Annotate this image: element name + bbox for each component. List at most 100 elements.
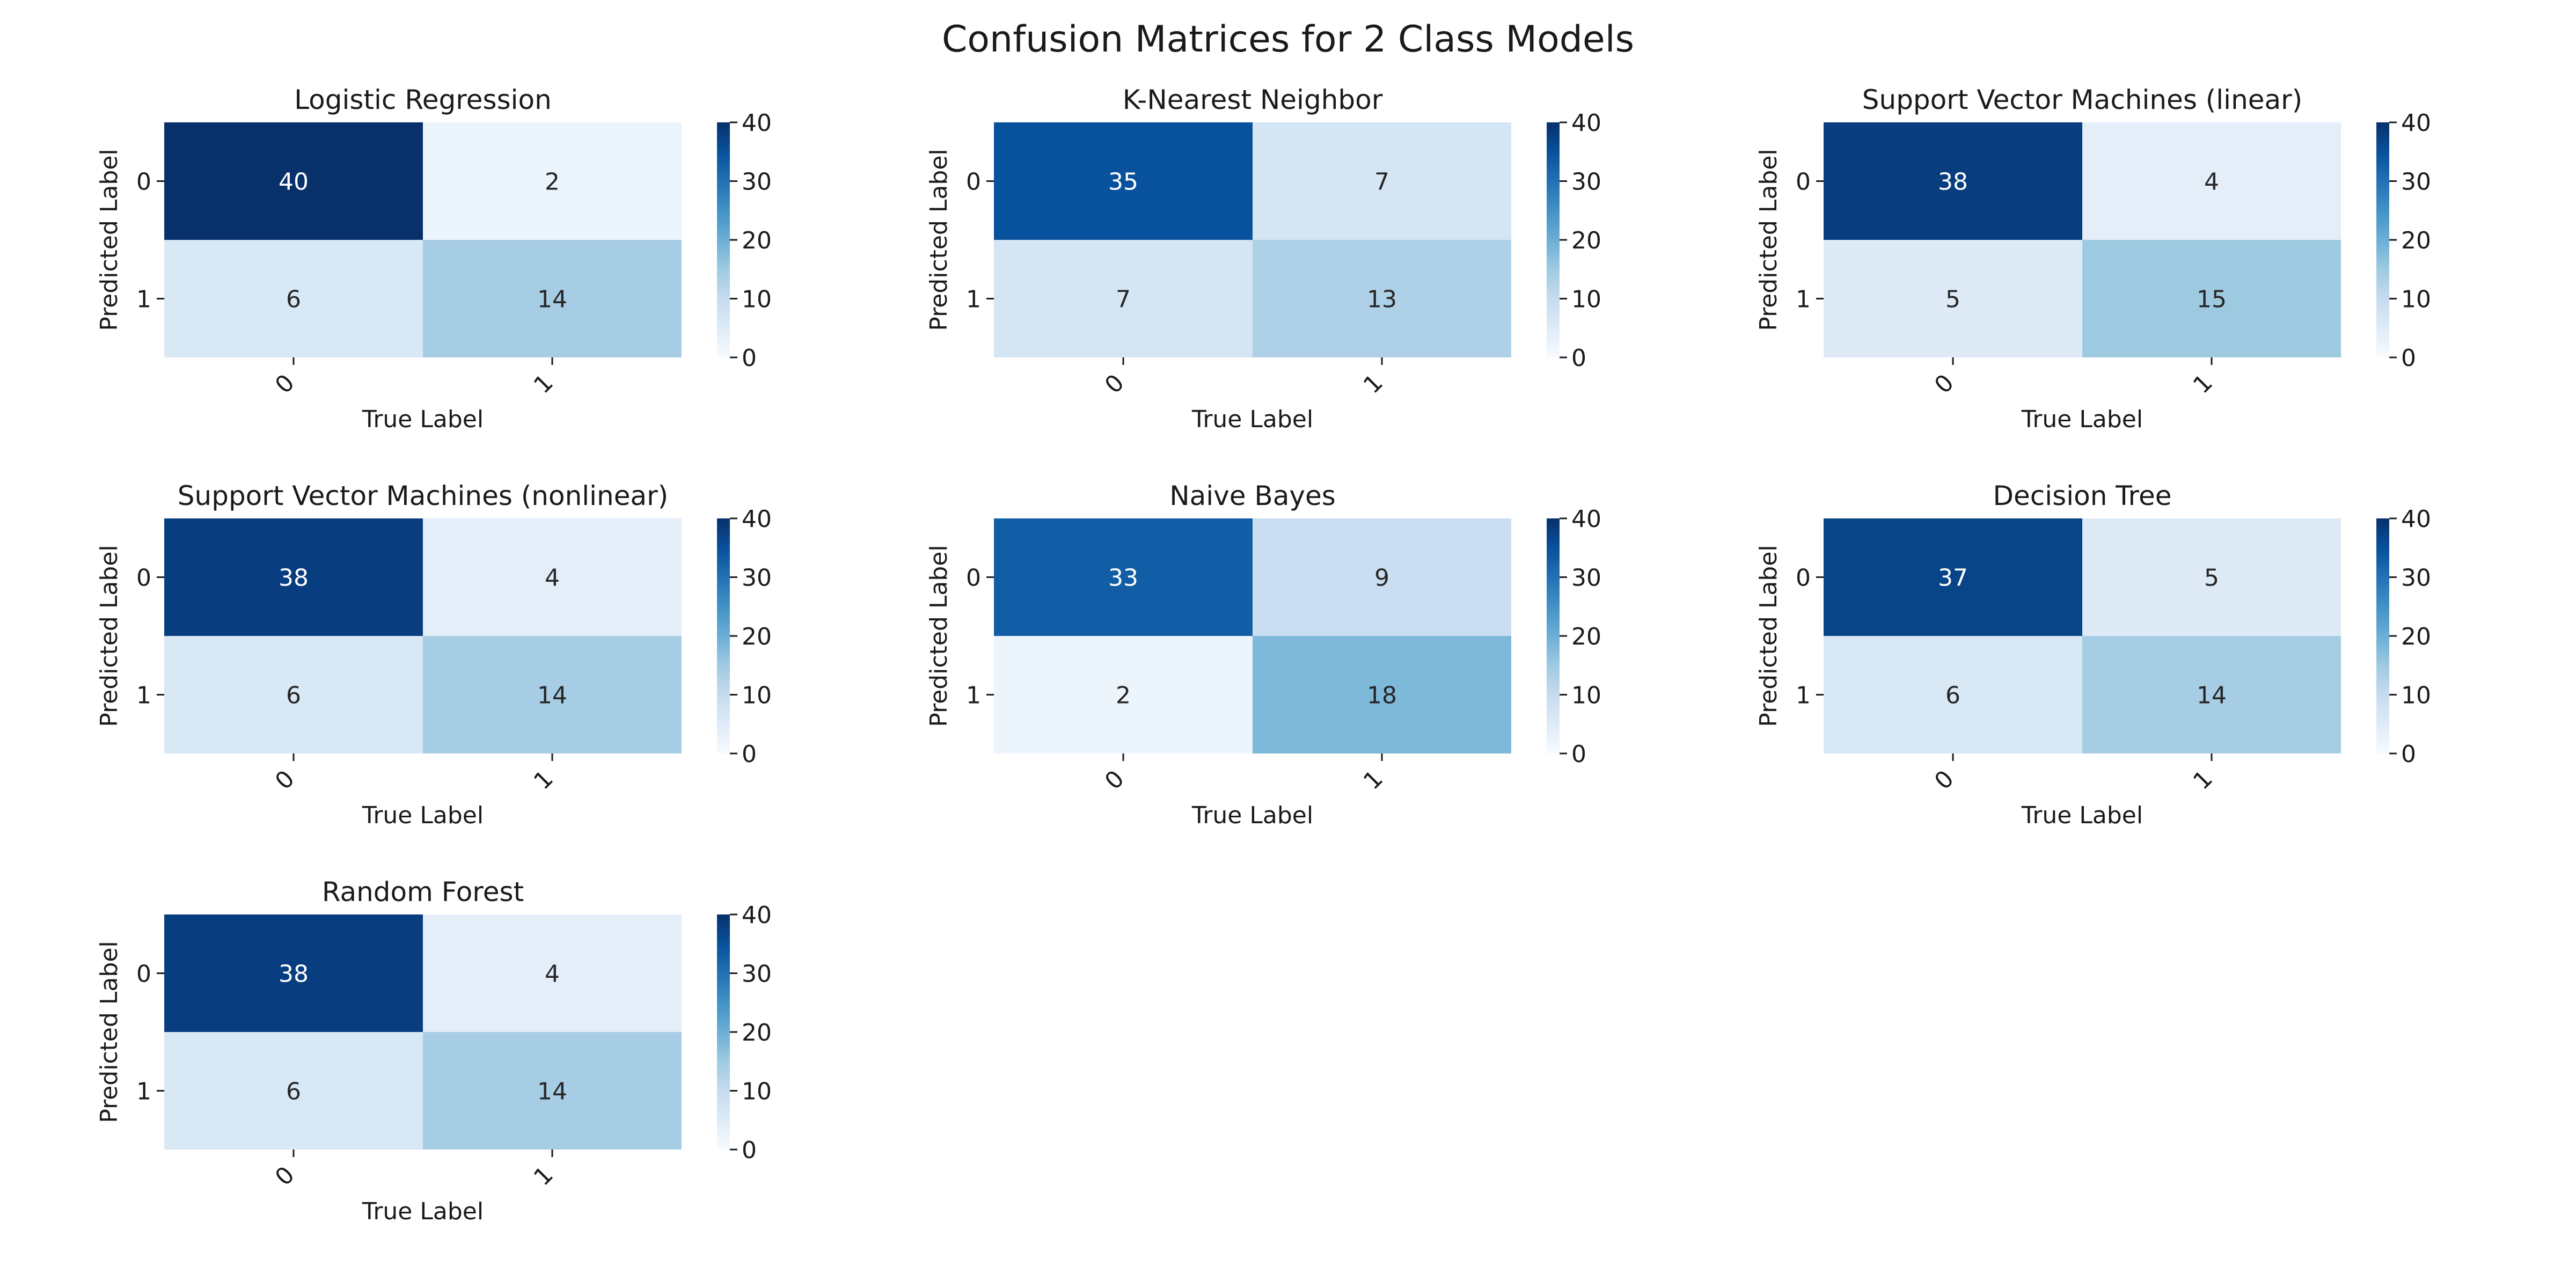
- y-tick-label: 1: [136, 682, 151, 709]
- colorbar: [2376, 122, 2389, 357]
- y-tick-label: 0: [966, 565, 981, 592]
- cell-value-label: 18: [1367, 682, 1397, 709]
- confusion-matrix-panel: Naive Bayes 33 9 2 18 0 10 1 True Label Predicted…: [925, 480, 1601, 829]
- panel-title: Random Forest: [322, 876, 524, 908]
- cell-value-label: 9: [1374, 565, 1389, 592]
- heatmap-cell: [423, 240, 682, 357]
- colorbar: [717, 122, 730, 357]
- y-tick-label: 0: [1796, 565, 1811, 592]
- heatmap-cell: [1824, 636, 2082, 753]
- y-tick-label: 0: [1796, 169, 1811, 196]
- confusion-matrix-panel: Support Vector Machines (linear) 38 4 5 15 0 1…: [1755, 84, 2431, 433]
- colorbar-tick-label: 10: [2401, 682, 2431, 709]
- cell-value-label: 6: [286, 1078, 301, 1106]
- colorbar-tick-label: 20: [2401, 227, 2431, 254]
- colorbar: [1547, 518, 1560, 753]
- y-axis-label: Predicted Label: [925, 149, 953, 331]
- x-axis-label: True Label: [2021, 406, 2143, 433]
- colorbar-tick-label: 20: [1571, 623, 1601, 650]
- cell-value-label: 33: [1108, 565, 1138, 592]
- colorbar: [2376, 518, 2389, 753]
- x-axis-label: True Label: [362, 406, 484, 433]
- panel-title: Support Vector Machines (linear): [1862, 84, 2302, 115]
- colorbar-tick-label: 40: [742, 902, 772, 929]
- colorbar-tick-label: 0: [2401, 741, 2416, 768]
- y-tick-label: 1: [1796, 682, 1811, 709]
- colorbar-tick-label: 20: [742, 227, 772, 254]
- confusion-matrix-panel: Random Forest 38 4 6 14 0 10 1 True Label Predict…: [96, 876, 772, 1225]
- x-axis-label: True Label: [1191, 802, 1313, 829]
- cell-value-label: 38: [1938, 169, 1968, 196]
- heatmap-cell: [164, 122, 423, 240]
- colorbar-tick-label: 10: [2401, 286, 2431, 313]
- colorbar: [717, 518, 730, 753]
- cell-value-label: 6: [286, 682, 301, 709]
- colorbar-tick-label: 0: [1571, 741, 1586, 768]
- heatmap-cell: [1253, 122, 1511, 240]
- cell-value-label: 40: [279, 169, 309, 196]
- y-tick-label: 0: [136, 565, 151, 592]
- colorbar-tick-label: 40: [742, 506, 772, 533]
- confusion-matrix-panel: Support Vector Machines (nonlinear) 38 4 6 1…: [96, 480, 772, 829]
- cell-value-label: 15: [2197, 286, 2227, 313]
- y-axis-label: Predicted Label: [96, 149, 123, 331]
- cell-value-label: 7: [1374, 169, 1389, 196]
- cell-value-label: 2: [545, 169, 560, 196]
- colorbar-tick-label: 30: [742, 169, 772, 196]
- heatmap-cell: [164, 518, 423, 636]
- cell-value-label: 38: [279, 961, 309, 988]
- cell-value-label: 4: [545, 565, 560, 592]
- panel-title: Decision Tree: [1993, 480, 2172, 511]
- cell-value-label: 35: [1108, 169, 1138, 196]
- heatmap-cell: [164, 636, 423, 753]
- colorbar-tick-label: 10: [742, 682, 772, 709]
- panel-title: K-Nearest Neighbor: [1123, 84, 1383, 115]
- heatmap-cell: [1253, 240, 1511, 357]
- y-tick-label: 1: [136, 286, 151, 313]
- cell-value-label: 6: [286, 286, 301, 313]
- cell-value-label: 5: [2204, 565, 2219, 592]
- heatmap-cell: [164, 1032, 423, 1150]
- cell-value-label: 4: [545, 961, 560, 988]
- heatmap-cell: [423, 1032, 682, 1150]
- heatmap-cell: [164, 914, 423, 1032]
- cell-value-label: 37: [1938, 565, 1968, 592]
- colorbar-tick-label: 20: [742, 623, 772, 650]
- cell-value-label: 14: [537, 682, 567, 709]
- colorbar-tick-label: 0: [742, 345, 757, 372]
- heatmap-cell: [1253, 518, 1511, 636]
- colorbar-tick-label: 30: [1571, 565, 1601, 592]
- colorbar-tick-label: 40: [742, 109, 772, 137]
- heatmap-cell: [2082, 636, 2341, 753]
- heatmap-cell: [423, 636, 682, 753]
- y-tick-label: 1: [136, 1078, 151, 1106]
- y-axis-label: Predicted Label: [1755, 545, 1782, 727]
- heatmap-cell: [994, 240, 1253, 357]
- confusion-matrix-panel: K-Nearest Neighbor 35 7 7 13 0 10 1 True Label Pr…: [925, 84, 1601, 433]
- cell-value-label: 7: [1116, 286, 1131, 313]
- y-axis-label: Predicted Label: [96, 545, 123, 727]
- y-tick-label: 0: [966, 169, 981, 196]
- colorbar-tick-label: 30: [742, 961, 772, 988]
- heatmap-cell: [164, 240, 423, 357]
- colorbar-tick-label: 20: [2401, 623, 2431, 650]
- panel-title: Logistic Regression: [294, 84, 552, 115]
- colorbar-tick-label: 20: [1571, 227, 1601, 254]
- colorbar-tick-label: 10: [742, 286, 772, 313]
- heatmap-cell: [2082, 518, 2341, 636]
- heatmap-cell: [1824, 122, 2082, 240]
- y-tick-label: 1: [1796, 286, 1811, 313]
- cell-value-label: 13: [1367, 286, 1397, 313]
- y-tick-label: 0: [136, 169, 151, 196]
- heatmap-cell: [423, 914, 682, 1032]
- colorbar-tick-label: 0: [2401, 345, 2416, 372]
- panel-title: Support Vector Machines (nonlinear): [178, 480, 668, 511]
- heatmap-cell: [2082, 122, 2341, 240]
- heatmap-cell: [994, 518, 1253, 636]
- cell-value-label: 5: [1945, 286, 1960, 313]
- figure-title: Confusion Matrices for 2 Class Models: [942, 18, 1634, 61]
- colorbar-tick-label: 20: [742, 1019, 772, 1046]
- y-tick-label: 1: [966, 286, 981, 313]
- cell-value-label: 4: [2204, 169, 2219, 196]
